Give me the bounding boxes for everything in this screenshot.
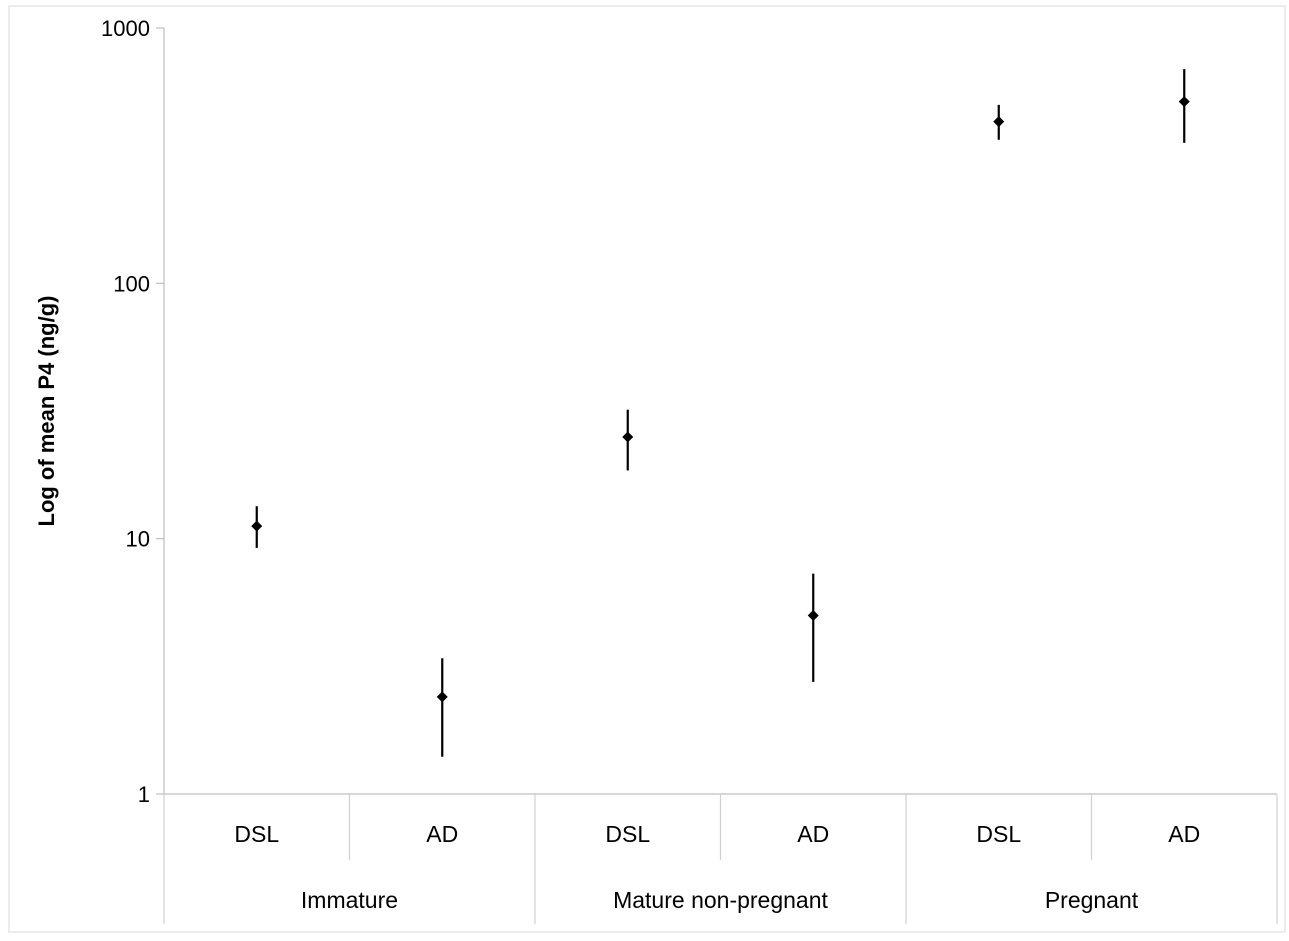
- y-axis-title: Log of mean P4 (ng/g): [34, 296, 59, 527]
- category-label: AD: [797, 821, 829, 847]
- category-label: AD: [426, 821, 458, 847]
- category-label: DSL: [605, 821, 650, 847]
- data-point: [807, 610, 819, 622]
- y-tick-label: 100: [113, 271, 150, 296]
- y-tick-label: 10: [126, 527, 150, 552]
- chart-border: [8, 5, 1286, 933]
- y-tick-label: 1: [138, 782, 150, 807]
- data-point: [251, 520, 263, 532]
- data-point: [993, 116, 1005, 128]
- group-label: Pregnant: [1045, 887, 1139, 913]
- category-label: DSL: [976, 821, 1021, 847]
- group-label: Immature: [301, 887, 398, 913]
- y-tick-label: 1000: [101, 16, 150, 41]
- category-label: AD: [1168, 821, 1200, 847]
- category-label: DSL: [234, 821, 279, 847]
- data-point: [622, 431, 634, 443]
- group-label: Mature non-pregnant: [613, 887, 828, 913]
- data-point: [436, 691, 448, 703]
- data-point: [1178, 96, 1190, 108]
